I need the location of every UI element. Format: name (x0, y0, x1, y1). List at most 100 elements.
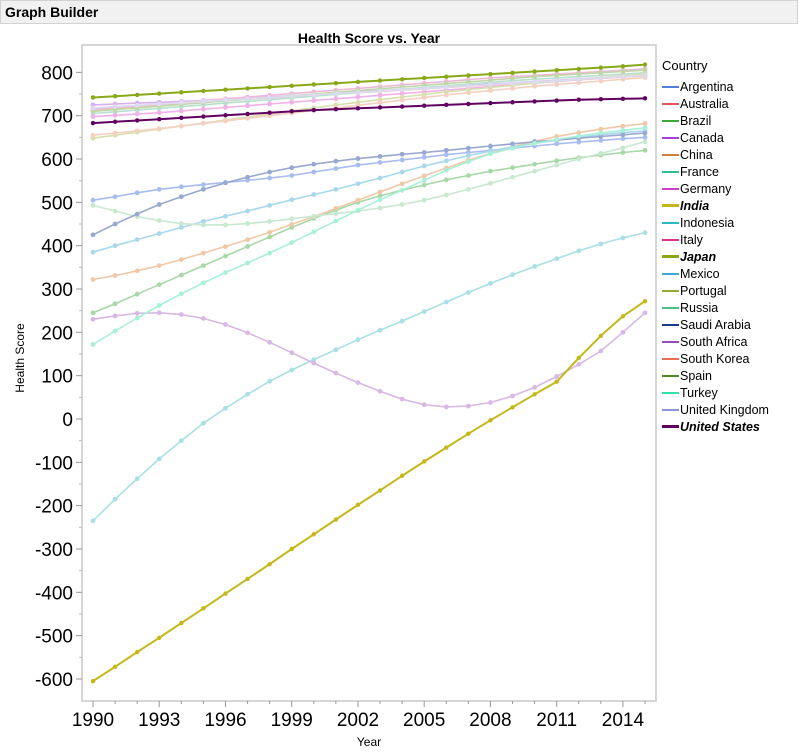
data-point (311, 360, 317, 366)
data-point (510, 70, 515, 75)
data-point (333, 158, 339, 164)
data-point (377, 189, 383, 195)
data-point (443, 147, 449, 153)
data-point (178, 184, 184, 190)
series-turkey[interactable] (90, 125, 648, 347)
legend-item-indonesia[interactable]: Indonesia (662, 214, 769, 231)
legend-swatch-icon (662, 153, 679, 156)
data-point (620, 96, 626, 101)
y-tick-label: 0 (62, 410, 73, 431)
legend-item-united-kingdom[interactable]: United Kingdom (662, 401, 769, 418)
data-point (355, 380, 361, 386)
data-point (267, 84, 272, 90)
legend-label: Spain (680, 368, 712, 383)
data-point (201, 420, 206, 426)
data-point (488, 100, 493, 106)
data-point (554, 256, 560, 262)
data-point (642, 96, 648, 101)
data-point (333, 80, 339, 86)
data-point (333, 91, 339, 96)
series-japan[interactable] (90, 62, 648, 100)
data-point (576, 156, 582, 162)
data-point (245, 96, 250, 102)
data-point (598, 348, 604, 354)
series-saudi-arabia[interactable] (90, 130, 648, 238)
data-point (554, 78, 560, 83)
data-point (554, 162, 560, 168)
data-point (465, 145, 471, 151)
data-point (112, 221, 118, 227)
data-point (134, 190, 140, 196)
legend-item-canada[interactable]: Canada (662, 129, 769, 146)
legend-item-mexico[interactable]: Mexico (662, 265, 769, 282)
data-point (377, 488, 383, 493)
data-point (532, 384, 537, 390)
legend-label: United Kingdom (680, 402, 769, 417)
legend-item-india[interactable]: India (662, 197, 769, 214)
legend[interactable]: Country Argentina Australia Brazil Canada Ch… (662, 58, 769, 435)
series-brazil[interactable] (90, 147, 648, 316)
data-point (620, 145, 626, 151)
data-point (399, 169, 405, 175)
series-indonesia[interactable] (90, 128, 648, 255)
data-point (311, 92, 317, 98)
series-united-kingdom[interactable] (90, 72, 648, 111)
data-point (112, 104, 118, 109)
data-point (289, 197, 295, 203)
data-point (134, 237, 140, 243)
legend-item-united-states[interactable]: United States (662, 418, 769, 435)
legend-swatch-icon (662, 85, 679, 88)
legend-item-portugal[interactable]: Portugal (662, 282, 769, 299)
data-point (443, 92, 449, 98)
data-point (421, 177, 427, 183)
legend-item-turkey[interactable]: Turkey (662, 384, 769, 401)
series-line-brazil (92, 149, 646, 314)
legend-item-australia[interactable]: Australia (662, 95, 769, 112)
data-point (355, 502, 361, 507)
data-point (488, 151, 493, 157)
legend-item-italy[interactable]: Italy (662, 231, 769, 248)
data-point (311, 98, 317, 103)
series-china[interactable] (90, 121, 648, 282)
legend-item-argentina[interactable]: Argentina (662, 78, 769, 95)
data-point (179, 620, 184, 626)
data-point (554, 379, 559, 384)
series-argentina[interactable] (90, 134, 648, 203)
series-india[interactable] (90, 298, 648, 684)
series-south-korea[interactable] (90, 75, 648, 138)
legend-item-spain[interactable]: Spain (662, 367, 769, 384)
data-point (201, 186, 206, 192)
data-point (289, 367, 295, 373)
legend-item-saudi-arabia[interactable]: Saudi Arabia (662, 316, 769, 333)
data-point (532, 392, 537, 397)
data-point (642, 67, 648, 73)
series-mexico[interactable] (90, 230, 648, 524)
data-point (112, 130, 118, 136)
legend-swatch-icon (662, 374, 679, 377)
legend-item-japan[interactable]: Japan (662, 248, 769, 265)
data-point (488, 71, 493, 77)
data-point (156, 231, 162, 236)
legend-item-germany[interactable]: Germany (662, 180, 769, 197)
data-point (223, 113, 228, 118)
legend-item-france[interactable]: France (662, 163, 769, 180)
series-south-africa[interactable] (90, 310, 648, 410)
data-point (510, 85, 515, 91)
data-point (510, 141, 515, 147)
legend-item-brazil[interactable]: Brazil (662, 112, 769, 129)
data-point (156, 218, 162, 223)
data-point (532, 83, 537, 89)
data-point (267, 250, 273, 256)
legend-item-south-africa[interactable]: South Africa (662, 333, 769, 350)
series-united-states[interactable] (90, 96, 648, 126)
series-russia[interactable] (90, 139, 648, 228)
data-point (532, 69, 537, 74)
data-point (112, 243, 118, 249)
legend-item-china[interactable]: China (662, 146, 769, 163)
legend-swatch-icon (662, 340, 679, 343)
series-line-indonesia (92, 130, 646, 253)
data-point (156, 303, 162, 308)
legend-item-russia[interactable]: Russia (662, 299, 769, 316)
legend-item-south-korea[interactable]: South Korea (662, 350, 769, 367)
data-point (598, 137, 604, 143)
